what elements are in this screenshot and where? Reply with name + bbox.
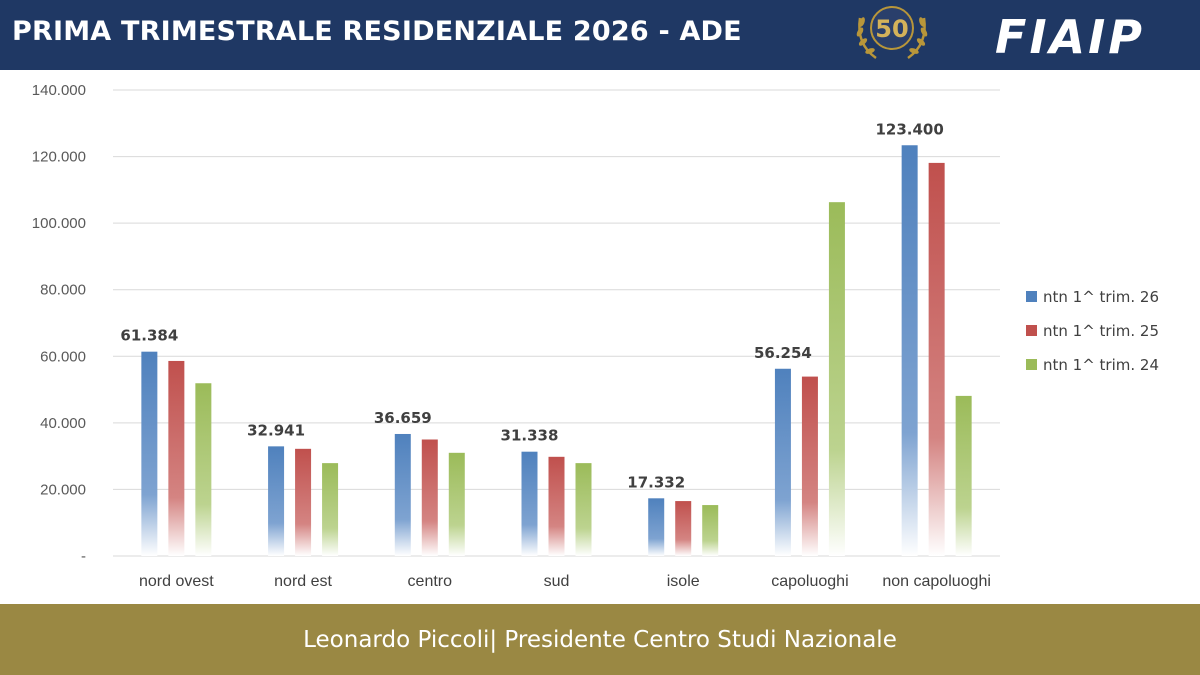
bar-0-6	[901, 145, 918, 557]
bar-1-6	[928, 162, 945, 556]
legend-label: ntn 1^ trim. 26	[1043, 288, 1159, 306]
legend-label: ntn 1^ trim. 24	[1043, 356, 1159, 374]
data-label: 31.338	[501, 427, 559, 445]
x-category-label: nord est	[274, 573, 332, 590]
bar-1-3	[548, 456, 565, 556]
bar-0-0	[141, 351, 158, 556]
data-label: 36.659	[374, 409, 432, 427]
bar-2-3	[575, 463, 592, 556]
y-tick-label: 80.000	[40, 282, 86, 299]
svg-text:50: 50	[875, 15, 908, 43]
y-tick-label: 120.000	[32, 149, 86, 166]
bar-1-2	[421, 439, 438, 556]
data-label: 17.332	[627, 473, 685, 491]
bar-2-1	[322, 463, 339, 556]
data-label: 61.384	[120, 327, 178, 345]
bar-2-6	[955, 395, 972, 556]
x-category-label: capoluoghi	[771, 573, 848, 590]
bar-2-0	[195, 383, 212, 556]
y-tick-label: 20.000	[40, 481, 86, 498]
bar-0-1	[268, 446, 285, 556]
chart-legend: ntn 1^ trim. 26 ntn 1^ trim. 25 ntn 1^ tri…	[1026, 288, 1159, 374]
footer-credit: Leonardo Piccoli| Presidente Centro Stud…	[303, 627, 897, 653]
x-category-label: nord ovest	[139, 573, 214, 590]
x-category-label: centro	[408, 573, 453, 590]
bar-0-4	[648, 498, 665, 556]
legend-swatch	[1026, 291, 1037, 302]
legend-swatch	[1026, 359, 1037, 370]
bar-1-4	[675, 501, 692, 556]
page-title: PRIMA TRIMESTRALE RESIDENZIALE 2026 - AD…	[12, 16, 742, 47]
bar-1-0	[168, 360, 185, 556]
data-label: 123.400	[875, 120, 943, 138]
anniversary-seal-icon: 50	[856, 6, 928, 60]
y-tick-label: 60.000	[40, 348, 86, 365]
header-bar: PRIMA TRIMESTRALE RESIDENZIALE 2026 - AD…	[0, 0, 1200, 70]
x-category-label: non capoluoghi	[882, 573, 991, 590]
data-label: 32.941	[247, 421, 305, 439]
legend-swatch	[1026, 325, 1037, 336]
bar-0-3	[521, 451, 538, 556]
bar-chart: - 20.000 40.000 60.000 80.000 100.000 120.000 1…	[32, 82, 1159, 590]
footer-bar: Leonardo Piccoli| Presidente Centro Stud…	[0, 604, 1200, 675]
data-label: 56.254	[754, 344, 812, 362]
y-tick-label: 100.000	[32, 215, 86, 232]
bar-2-4	[702, 505, 719, 556]
y-tick-label: 40.000	[40, 415, 86, 432]
fiaip-logo: FIAIP	[995, 10, 1145, 60]
svg-text:FIAIP: FIAIP	[995, 10, 1145, 60]
x-category-label: sud	[544, 573, 570, 590]
x-category-label: isole	[667, 573, 700, 590]
bar-1-1	[295, 448, 312, 556]
bar-2-2	[448, 452, 465, 556]
bar-1-5	[801, 376, 818, 556]
bar-2-5	[828, 202, 845, 556]
bar-0-2	[394, 433, 411, 556]
y-tick-label: 140.000	[32, 82, 86, 99]
y-tick-label: -	[81, 548, 86, 565]
legend-label: ntn 1^ trim. 25	[1043, 322, 1159, 340]
bar-0-5	[774, 368, 791, 556]
